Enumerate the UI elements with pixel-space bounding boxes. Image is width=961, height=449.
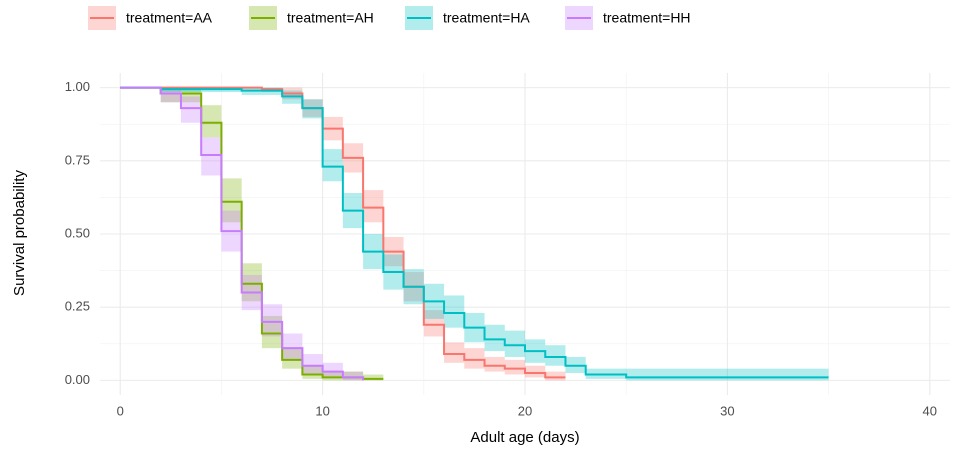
- y-tick-label: 1.00: [65, 79, 90, 94]
- confidence-band: [504, 359, 525, 375]
- confidence-band: [342, 371, 364, 381]
- confidence-band: [444, 342, 465, 363]
- x-tick-label: 0: [117, 403, 124, 418]
- confidence-band: [302, 365, 323, 379]
- confidence-band: [201, 105, 222, 138]
- legend-item: treatment=HH: [565, 6, 691, 30]
- confidence-band: [545, 345, 566, 366]
- y-axis-title: Survival probability: [11, 170, 28, 296]
- x-tick-label: 20: [518, 403, 532, 418]
- y-tick-label: 0.00: [65, 372, 90, 387]
- survival-line: [120, 86, 384, 380]
- confidence-band: [201, 137, 222, 176]
- y-tick-label: 0.50: [65, 225, 90, 240]
- confidence-band: [342, 371, 364, 381]
- x-tick-label: 30: [720, 403, 734, 418]
- confidence-band: [423, 310, 445, 337]
- confidence-band: [261, 315, 283, 349]
- x-tick-label: 40: [923, 403, 937, 418]
- confidence-band: [322, 149, 343, 182]
- confidence-band: [322, 362, 343, 378]
- confidence-band: [545, 371, 566, 381]
- legend-label: treatment=AA: [126, 10, 213, 26]
- legend-label: treatment=HA: [443, 10, 530, 26]
- legend-item: treatment=AA: [88, 6, 213, 30]
- confidence-band: [484, 356, 505, 372]
- x-tick-label: 10: [315, 403, 329, 418]
- confidence-band: [302, 354, 323, 375]
- confidence-band: [626, 368, 829, 381]
- y-tick-label: 0.75: [65, 152, 90, 167]
- confidence-band: [464, 348, 485, 369]
- legend-label: treatment=AH: [287, 10, 374, 26]
- confidence-band: [363, 190, 384, 223]
- survival-line: [120, 86, 829, 379]
- confidence-band: [504, 330, 525, 357]
- confidence-band: [282, 333, 303, 360]
- survival-line: [120, 86, 365, 381]
- confidence-band: [180, 96, 202, 123]
- confidence-band: [363, 374, 384, 381]
- confidence-band: [444, 295, 465, 328]
- confidence-band: [525, 365, 546, 378]
- legend-item: treatment=HA: [405, 6, 530, 30]
- x-axis-title: Adult age (days): [470, 429, 579, 446]
- y-tick-label: 0.25: [65, 299, 90, 314]
- confidence-band: [282, 348, 303, 369]
- legend-item: treatment=AH: [249, 6, 374, 30]
- legend-label: treatment=HH: [603, 10, 691, 26]
- confidence-band: [322, 371, 343, 381]
- confidence-band: [261, 304, 283, 337]
- confidence-band: [221, 178, 242, 223]
- confidence-band: [484, 324, 505, 352]
- confidence-band: [160, 87, 181, 103]
